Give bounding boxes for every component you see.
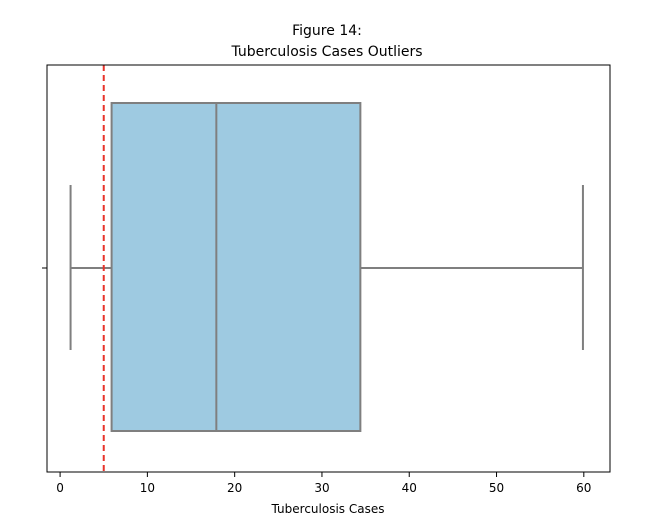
chart-title-line-1: Figure 14:	[292, 23, 362, 39]
x-axis-label: Tuberculosis Cases	[271, 502, 385, 516]
iqr-box	[110, 102, 362, 432]
x-tick-label: 40	[402, 481, 417, 495]
x-tick-label: 10	[140, 481, 155, 495]
chart-title-line-2: Tuberculosis Cases Outliers	[230, 44, 422, 60]
x-tick-label: 50	[489, 481, 504, 495]
plot-area	[69, 65, 584, 472]
x-tick-label: 0	[56, 481, 64, 495]
x-tick-label: 20	[227, 481, 242, 495]
x-tick-label: 30	[314, 481, 329, 495]
x-axis: 0 10 20 30 40 50 60	[56, 472, 591, 495]
x-tick-label: 60	[576, 481, 591, 495]
